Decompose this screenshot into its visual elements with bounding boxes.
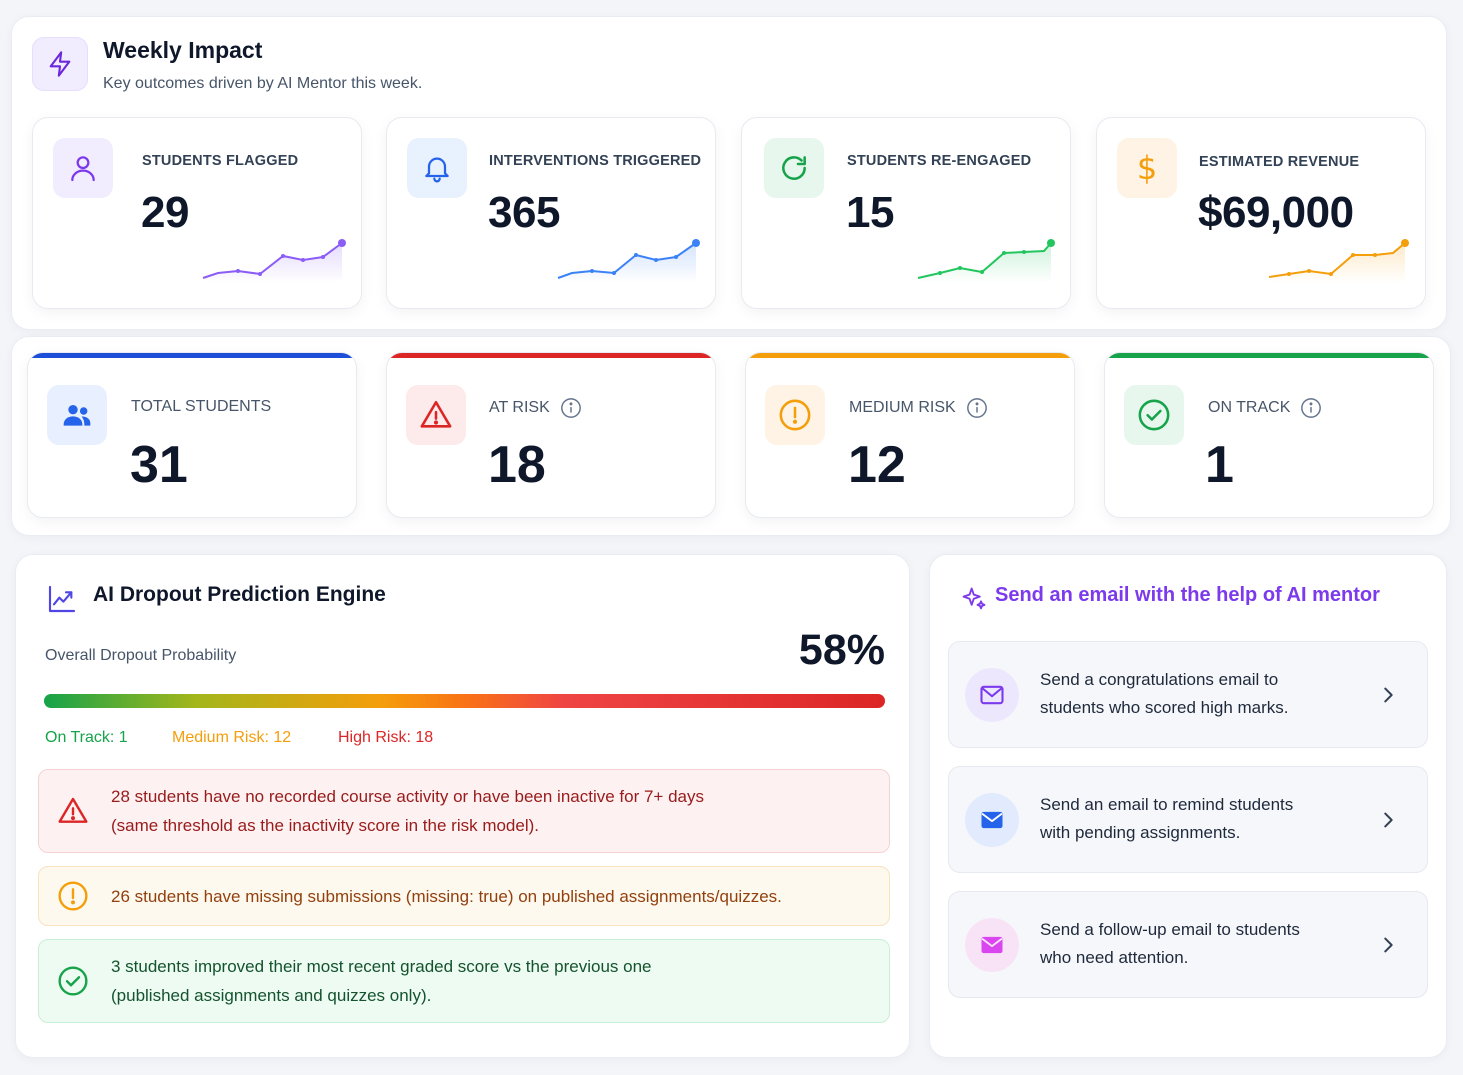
users-icon <box>47 385 107 445</box>
sparkline <box>557 239 700 283</box>
status-value: 1 <box>1205 436 1234 494</box>
metric-value: $69,000 <box>1198 188 1354 237</box>
lightning-icon <box>32 37 88 91</box>
legend-medium-risk: Medium Risk: 12 <box>172 729 292 746</box>
info-icon[interactable] <box>966 397 988 419</box>
status-card-medium-risk: MEDIUM RISK 12 <box>745 352 1075 518</box>
email-suggestion-text: who need attention. <box>1040 948 1189 967</box>
status-card-on-track: ON TRACK 1 <box>1104 352 1434 518</box>
dropout-probability-bar <box>44 694 885 708</box>
sparkline <box>1268 239 1409 283</box>
mail-icon <box>965 668 1019 722</box>
chevron-right-icon[interactable] <box>1377 809 1399 831</box>
alert-text: 3 students improved their most recent gr… <box>111 957 652 976</box>
email-suggestion-text: students who scored high marks. <box>1040 698 1289 717</box>
status-label: ON TRACK <box>1208 397 1322 419</box>
trend-chart-icon <box>48 585 76 613</box>
legend-on-track: On Track: 1 <box>45 729 128 746</box>
status-card-at-risk: AT RISK 18 <box>386 352 716 518</box>
warning-icon <box>406 385 466 445</box>
alert-missing-submissions: 26 students have missing submissions (mi… <box>38 866 890 926</box>
chevron-right-icon[interactable] <box>1377 684 1399 706</box>
prediction-title: AI Dropout Prediction Engine <box>93 583 386 606</box>
alert-improved-scores: 3 students improved their most recent gr… <box>38 939 890 1023</box>
metric-label: INTERVENTIONS TRIGGERED <box>489 153 702 169</box>
status-value: 12 <box>848 436 906 494</box>
metric-value: 365 <box>488 188 560 237</box>
metric-label: STUDENTS RE-ENGAGED <box>847 153 1032 169</box>
metric-card-students-flagged: STUDENTS FLAGGED 29 <box>32 117 362 309</box>
check-circle-icon <box>57 965 89 997</box>
check-circle-icon <box>1124 385 1184 445</box>
status-label: MEDIUM RISK <box>849 397 988 419</box>
email-suggestion-reminder[interactable]: Send an email to remind students with pe… <box>948 766 1428 873</box>
email-suggestion-text: Send an email to remind students <box>1040 795 1294 814</box>
sparkline <box>202 239 346 283</box>
mail-icon <box>965 918 1019 972</box>
email-suggestion-text: with pending assignments. <box>1040 823 1241 842</box>
info-icon[interactable] <box>560 397 582 419</box>
status-value: 18 <box>488 436 546 494</box>
status-label: AT RISK <box>489 397 582 419</box>
weekly-impact-title: Weekly Impact <box>103 37 263 63</box>
metric-card-interventions: INTERVENTIONS TRIGGERED 365 <box>386 117 716 309</box>
email-suggestion-congratulations[interactable]: Send a congratulations email to students… <box>948 641 1428 748</box>
status-value: 31 <box>130 436 188 494</box>
chevron-right-icon[interactable] <box>1377 934 1399 956</box>
sparkles-icon <box>962 587 986 610</box>
weekly-impact-subtitle: Key outcomes driven by AI Mentor this we… <box>103 75 423 92</box>
overall-dropout-label: Overall Dropout Probability <box>45 647 237 664</box>
info-icon[interactable] <box>1300 397 1322 419</box>
status-topbar <box>28 353 356 358</box>
alert-text: 28 students have no recorded course acti… <box>111 787 704 806</box>
metric-value: 15 <box>846 188 894 237</box>
metric-label: ESTIMATED REVENUE <box>1199 154 1360 170</box>
alert-text: (same threshold as the inactivity score … <box>111 816 540 835</box>
sparkline <box>917 239 1055 283</box>
user-icon <box>53 138 113 198</box>
metric-card-re-engaged: STUDENTS RE-ENGAGED 15 <box>741 117 1071 309</box>
metric-card-revenue: $ ESTIMATED REVENUE $69,000 <box>1096 117 1426 309</box>
alert-circle-icon <box>765 385 825 445</box>
refresh-icon <box>764 138 824 198</box>
overall-dropout-value: 58% <box>798 626 885 674</box>
alert-text: 26 students have missing submissions (mi… <box>111 886 782 906</box>
mail-icon <box>965 793 1019 847</box>
status-topbar <box>746 353 1074 358</box>
status-label: TOTAL STUDENTS <box>131 398 272 415</box>
dollar-icon: $ <box>1117 138 1177 198</box>
email-suggestion-text: Send a congratulations email to <box>1040 670 1279 689</box>
bell-icon <box>407 138 467 198</box>
alert-text: (published assignments and quizzes only)… <box>111 986 432 1005</box>
alert-inactive-students: 28 students have no recorded course acti… <box>38 769 890 853</box>
warning-icon <box>57 795 89 827</box>
metric-label: STUDENTS FLAGGED <box>142 153 299 169</box>
email-suggestion-text: Send a follow-up email to students <box>1040 920 1300 939</box>
alert-circle-icon <box>57 880 89 912</box>
status-topbar <box>387 353 715 358</box>
email-suggestion-follow-up[interactable]: Send a follow-up email to students who n… <box>948 891 1428 998</box>
metric-value: 29 <box>141 188 189 237</box>
email-panel-title: Send an email with the help of AI mentor <box>995 584 1380 606</box>
legend-high-risk: High Risk: 18 <box>338 729 434 746</box>
status-topbar <box>1105 353 1433 358</box>
status-card-total-students: TOTAL STUDENTS 31 <box>27 352 357 518</box>
